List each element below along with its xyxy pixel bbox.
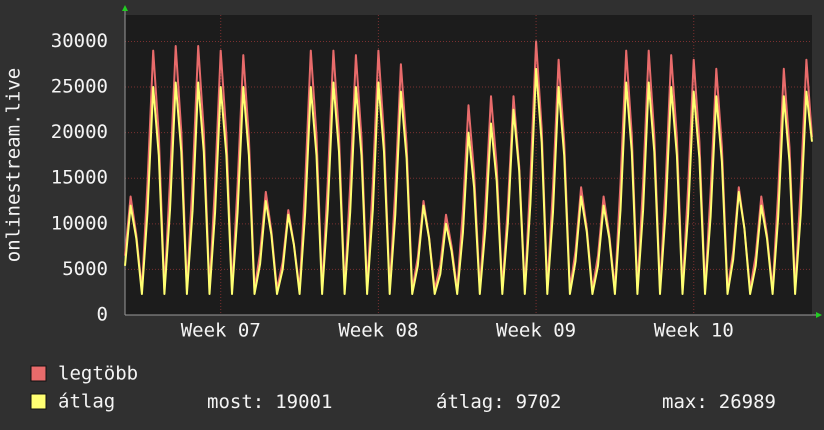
y-tick-label: 0 [97, 304, 108, 326]
stat-value: 19001 [275, 391, 332, 413]
legend-label: átlag [58, 391, 115, 413]
stat-value: 9702 [516, 391, 562, 413]
series-line [124, 67, 813, 295]
stat: most: 19001 [207, 391, 332, 413]
legend-label: legtöbb [58, 363, 138, 385]
x-tick-label: Week 09 [496, 320, 576, 342]
x-tick-label: Week 08 [338, 320, 418, 342]
stat: átlag: 9702 [436, 391, 561, 413]
stat-label: max: [662, 391, 708, 413]
legend-swatch [30, 393, 47, 410]
y-tick-label: 30000 [51, 30, 108, 52]
axis-arrow [122, 5, 128, 11]
y-tick-label: 20000 [51, 121, 108, 143]
stat-value: 26989 [719, 391, 776, 413]
y-tick-label: 15000 [51, 167, 108, 189]
stat-label: most: [207, 391, 264, 413]
y-tick-label: 5000 [62, 258, 108, 280]
x-tick-label: Week 07 [181, 320, 261, 342]
y-axis-label: onlinestream.live [3, 68, 25, 262]
legend-swatch [30, 365, 47, 382]
stat-label: átlag: [436, 391, 505, 413]
stat: max: 26989 [662, 391, 776, 413]
y-tick-label: 10000 [51, 212, 108, 234]
y-tick-label: 25000 [51, 76, 108, 98]
x-tick-label: Week 10 [654, 320, 734, 342]
series-line [124, 40, 813, 291]
axis-arrow [816, 312, 822, 318]
